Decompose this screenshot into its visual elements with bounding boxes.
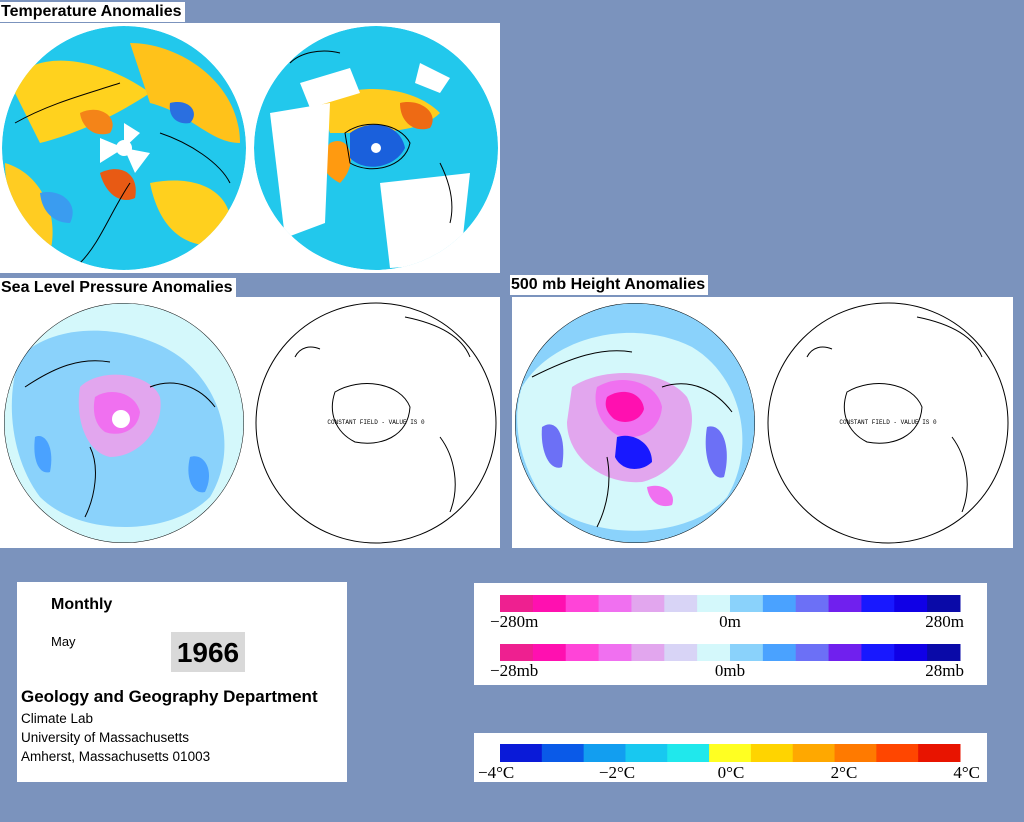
period-label: Monthly: [51, 596, 113, 613]
pressure-color-swatch: [664, 644, 698, 661]
temperature-color-swatch: [918, 744, 961, 762]
height-color-swatch: [697, 595, 731, 612]
temp-label-zero: 0°C: [718, 763, 745, 782]
lab-label: Climate Lab: [21, 711, 94, 726]
pressure-color-swatch: [565, 644, 600, 661]
pressure-label-zero: 0mb: [715, 661, 745, 680]
pressure-label-max: 28mb: [925, 661, 964, 680]
temperature-south-hemisphere-map: [254, 26, 498, 270]
height-label-min: −280m: [490, 612, 538, 631]
height-color-swatch: [565, 595, 600, 612]
temp-label-plus4: 4°C: [953, 763, 980, 782]
height-colorbar: [500, 595, 961, 612]
height-title: 500 mb Height Anomalies: [510, 275, 709, 295]
height-pressure-legend: −280m 0m 280m −28mb 0mb 28mb: [474, 583, 987, 685]
temperature-legend: −4°C −2°C 0°C 2°C 4°C: [474, 733, 987, 782]
department-label: Geology and Geography Department: [21, 687, 318, 706]
pressure-color-swatch: [631, 644, 665, 661]
slp-constant-field-note: CONSTANT FIELD - VALUE IS 0: [327, 419, 425, 426]
pressure-color-swatch: [762, 644, 797, 661]
temperature-maps-panel: [0, 23, 500, 273]
pressure-color-swatch: [730, 644, 764, 661]
slp-north-hemisphere-map: [4, 303, 244, 543]
temperature-color-swatch: [709, 744, 752, 762]
height-color-swatch: [762, 595, 797, 612]
temp-label-minus4: −4°C: [478, 763, 514, 782]
height-color-swatch: [500, 595, 534, 612]
height-color-swatch: [828, 595, 862, 612]
pressure-color-swatch: [532, 644, 567, 661]
height-color-swatch: [730, 595, 764, 612]
pressure-color-swatch: [795, 644, 830, 661]
height-color-swatch: [631, 595, 665, 612]
temperature-north-hemisphere-map: [2, 26, 246, 270]
month-label: May: [51, 634, 76, 649]
slp-south-hemisphere-map: CONSTANT FIELD - VALUE IS 0: [255, 302, 497, 544]
temp-label-minus2: −2°C: [599, 763, 635, 782]
height-color-swatch: [795, 595, 830, 612]
slp-maps-panel: CONSTANT FIELD - VALUE IS 0: [0, 297, 500, 548]
slp-title: Sea Level Pressure Anomalies: [0, 278, 236, 298]
height-color-swatch: [532, 595, 567, 612]
height-color-swatch: [664, 595, 698, 612]
height-maps-panel: CONSTANT FIELD - VALUE IS 0: [512, 297, 1013, 548]
pressure-colorbar: [500, 644, 961, 661]
temperature-color-swatch: [667, 744, 710, 762]
temperature-color-swatch: [792, 744, 836, 762]
temperature-title: Temperature Anomalies: [0, 2, 185, 22]
temperature-colorbar: [500, 744, 961, 762]
height-constant-field-note: CONSTANT FIELD - VALUE IS 0: [839, 419, 937, 426]
pressure-color-swatch: [927, 644, 961, 661]
pressure-color-swatch: [861, 644, 895, 661]
pressure-color-swatch: [894, 644, 928, 661]
pressure-color-swatch: [828, 644, 862, 661]
temperature-color-swatch: [876, 744, 919, 762]
height-color-swatch: [861, 595, 895, 612]
pressure-color-swatch: [697, 644, 731, 661]
university-label: University of Massachusetts: [21, 730, 190, 745]
temperature-color-swatch: [625, 744, 668, 762]
temperature-color-swatch: [750, 744, 794, 762]
temperature-color-swatch: [583, 744, 626, 762]
temp-label-plus2: 2°C: [831, 763, 858, 782]
temperature-color-swatch: [500, 744, 543, 762]
pressure-label-min: −28mb: [490, 661, 538, 680]
temperature-color-swatch: [834, 744, 877, 762]
year-label: 1966: [171, 632, 245, 672]
address-label: Amherst, Massachusetts 01003: [21, 749, 211, 764]
info-box: Monthly May 1966 Geology and Geography D…: [17, 582, 347, 782]
height-color-swatch: [894, 595, 928, 612]
height-south-hemisphere-map: CONSTANT FIELD - VALUE IS 0: [767, 302, 1009, 544]
pressure-color-swatch: [598, 644, 632, 661]
height-color-swatch: [927, 595, 961, 612]
temperature-color-swatch: [541, 744, 585, 762]
height-color-swatch: [598, 595, 632, 612]
height-label-zero: 0m: [719, 612, 741, 631]
height-label-max: 280m: [925, 612, 964, 631]
pressure-color-swatch: [500, 644, 534, 661]
height-north-hemisphere-map: [515, 303, 755, 543]
